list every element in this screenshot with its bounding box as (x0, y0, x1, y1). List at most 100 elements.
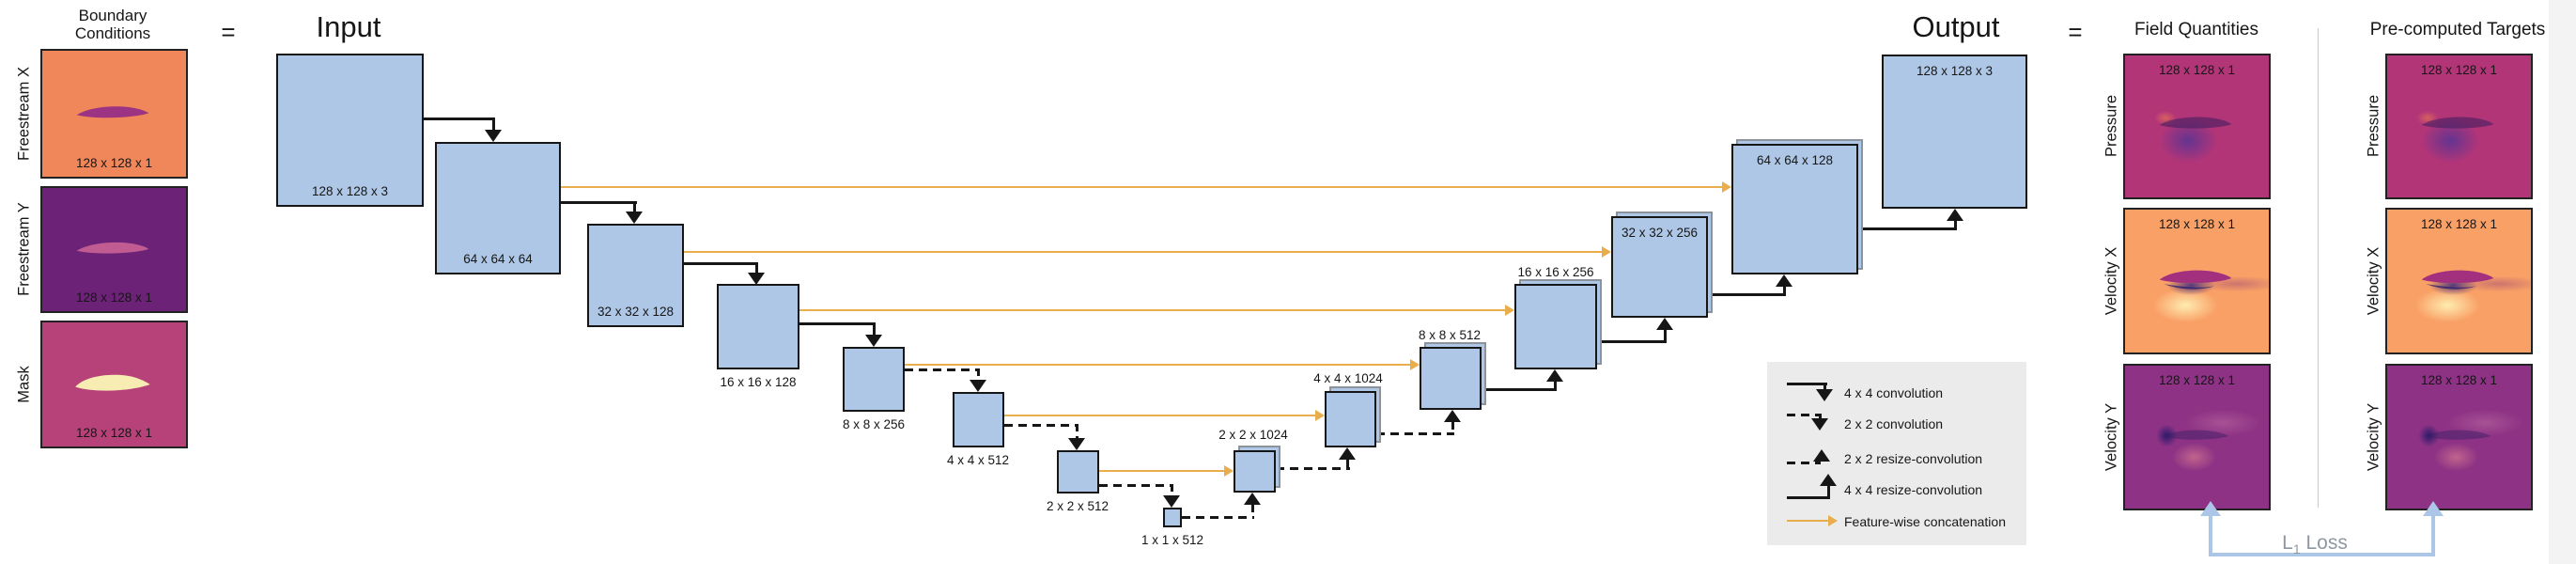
decoder-block-2 (1325, 391, 1376, 447)
skip-connection-5-line (1004, 415, 1315, 416)
pt-image-pressure: 128 x 128 x 1 (2385, 54, 2533, 199)
airfoil-shape (2159, 270, 2232, 290)
conv-arrow-3-arrowhead (748, 273, 765, 285)
loss-bracket-right-vline (2431, 515, 2435, 556)
fq-size-label: 128 x 128 x 1 (2158, 373, 2236, 387)
encoder-block-6 (953, 392, 1004, 447)
loss-subscript: 1 (2292, 541, 2301, 557)
legend-2x2-conv-line (1787, 414, 1821, 416)
resize-arrow-2-vline (1346, 460, 1349, 468)
airfoil-shape (2162, 430, 2229, 440)
equals-sign-right: = (2068, 18, 2083, 46)
conv-arrow-5-vline (977, 368, 980, 380)
decoder-block-5: 32 x 32 x 256 (1611, 216, 1708, 318)
bc-size-label: 128 x 128 x 1 (75, 156, 153, 170)
resize-arrow-6-vline (1783, 287, 1786, 294)
skip-connection-3-arrowhead (1505, 305, 1514, 316)
airfoil-shape (75, 374, 150, 391)
skip-connection-5-arrowhead (1315, 410, 1325, 421)
legend-4x4-resize-line (1787, 496, 1830, 499)
fq-image-pressure: 128 x 128 x 1 (2123, 54, 2271, 199)
skip-connection-6-arrowhead (1224, 465, 1234, 477)
conv-arrow-7-hline (1099, 484, 1173, 487)
block-size-label: 4 x 4 x 512 (946, 453, 1010, 467)
loss-arrowhead-right (2423, 501, 2444, 516)
targets-header: Pre-computed Targets (2369, 20, 2546, 39)
equals-sign-left: = (221, 18, 236, 46)
pt-size-label: 128 x 128 x 1 (2420, 63, 2498, 77)
skip-connection-6-line (1099, 470, 1224, 472)
block-size-label: 128 x 128 x 3 (1916, 64, 1994, 78)
bc-label-freestream-y: Freestream Y (15, 202, 33, 296)
output-title: Output (1912, 10, 2000, 43)
conv-arrow-1-vline (492, 118, 495, 130)
fq-size-label: 128 x 128 x 1 (2158, 63, 2236, 77)
conv-arrow-2-vline (633, 201, 636, 212)
airfoil-shape (2421, 270, 2494, 290)
fq-image-velocity-y: 128 x 128 x 1 (2123, 364, 2271, 510)
airfoil-shape (2424, 430, 2491, 440)
fq-size-label: 128 x 128 x 1 (2158, 217, 2236, 231)
legend-item-label: Feature-wise concatenation (1844, 514, 2006, 529)
block-size-label: 4 x 4 x 1024 (1313, 371, 1383, 385)
pt-size-label: 128 x 128 x 1 (2420, 217, 2498, 231)
loss-base: L (2282, 532, 2293, 554)
legend-item-label: 4 x 4 convolution (1844, 385, 1944, 400)
skip-connection-1-line (561, 186, 1722, 188)
conv-arrow-3-vline (755, 262, 758, 273)
loss-word: Loss (2305, 532, 2348, 554)
resize-arrow-7-hline (1858, 227, 1957, 230)
encoder-block-2: 64 x 64 x 64 (435, 142, 561, 274)
bc-size-label: 128 x 128 x 1 (75, 290, 153, 305)
legend-4x4-conv-arrowhead (1816, 389, 1833, 401)
conv-arrow-1-arrowhead (485, 130, 502, 142)
resize-arrow-4-vline (1554, 382, 1557, 389)
block-size-label: 2 x 2 x 512 (1046, 499, 1110, 513)
pt-image-velocity-x: 128 x 128 x 1 (2385, 208, 2533, 354)
conv-arrow-1-hline (424, 118, 495, 120)
block-size-label: 32 x 32 x 256 (1621, 226, 1699, 240)
conv-arrow-5-arrowhead (970, 380, 986, 392)
legend: 4 x 4 convolution 2 x 2 convolution 2 x … (1767, 362, 2026, 545)
column-divider (2318, 28, 2319, 508)
airfoil-shape (2159, 117, 2232, 129)
decoder-block-6: 64 x 64 x 128 (1731, 144, 1858, 274)
page-edge-strip (2549, 0, 2576, 564)
encoder-block-5 (843, 347, 905, 412)
legend-concat-line (1787, 520, 1828, 522)
resize-arrow-2-hline (1276, 467, 1350, 470)
legend-4x4-conv-line (1787, 383, 1827, 385)
conv-arrow-4-vline (873, 322, 876, 335)
decoder-block-4 (1514, 284, 1597, 369)
pt-size-label: 128 x 128 x 1 (2420, 373, 2498, 387)
legend-concat-arrowhead (1828, 515, 1838, 526)
bc-label-freestream-x: Freestream X (15, 67, 33, 161)
legend-2x2-resize-arrowhead (1813, 449, 1830, 462)
bc-label-mask: Mask (15, 366, 33, 403)
skip-connection-2-arrowhead (1602, 246, 1611, 258)
conv-arrow-6-hline (1004, 424, 1079, 427)
resize-arrow-4-hline (1482, 388, 1557, 391)
skip-connection-4-arrowhead (1410, 359, 1420, 370)
boundary-conditions-title-line1: Boundary (78, 7, 147, 24)
bc-size-label: 128 x 128 x 1 (75, 426, 153, 440)
resize-arrow-5-vline (1664, 330, 1667, 341)
l1-loss-label: L1 Loss (2282, 532, 2348, 556)
pt-label-velocity-x: Velocity X (2365, 246, 2382, 316)
boundary-conditions-title-line2: Conditions (74, 24, 151, 42)
resize-arrow-7-vline (1954, 221, 1957, 228)
resize-arrow-2-arrowhead (1339, 447, 1356, 460)
bc-image-mask: 128 x 128 x 1 (40, 321, 188, 448)
fq-label-pressure: Pressure (2103, 94, 2120, 158)
block-size-label: 64 x 64 x 64 (463, 252, 533, 266)
airfoil-shape (76, 106, 149, 118)
conv-arrow-4-arrowhead (865, 335, 882, 347)
skip-connection-3-line (799, 309, 1505, 311)
field-quantities-header: Field Quantities (2134, 20, 2259, 39)
conv-arrow-7-arrowhead (1163, 495, 1180, 508)
decoder-block-3 (1420, 347, 1482, 410)
loss-arrowhead-left (2200, 501, 2221, 516)
encoder-block-1: 128 x 128 x 3 (276, 54, 424, 207)
conv-arrow-3-hline (684, 262, 758, 265)
